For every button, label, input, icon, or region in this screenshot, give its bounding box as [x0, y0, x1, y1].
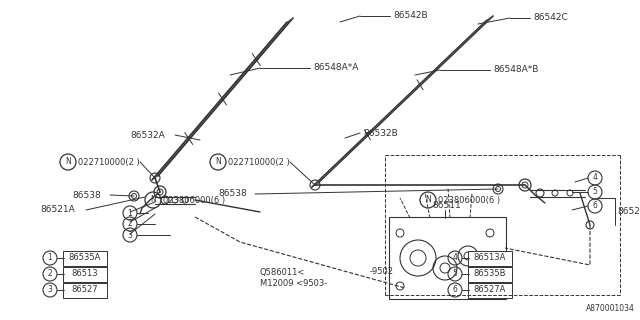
Text: 1: 1	[127, 209, 132, 218]
Text: 86521B: 86521B	[617, 207, 640, 217]
FancyBboxPatch shape	[389, 217, 506, 299]
FancyBboxPatch shape	[63, 267, 107, 282]
Text: 86532B: 86532B	[363, 129, 397, 138]
Text: N: N	[425, 196, 431, 204]
Text: 86521A: 86521A	[40, 205, 75, 214]
Polygon shape	[152, 17, 294, 180]
Text: 86538: 86538	[218, 189, 247, 198]
Text: 86538: 86538	[72, 190, 100, 199]
Text: 5: 5	[593, 188, 597, 196]
Text: N: N	[215, 157, 221, 166]
Text: 4: 4	[593, 173, 597, 182]
Text: 86532A: 86532A	[130, 131, 164, 140]
FancyBboxPatch shape	[468, 251, 512, 266]
Text: 3: 3	[47, 285, 52, 294]
Text: 023806000(6 ): 023806000(6 )	[163, 196, 225, 204]
Text: 2: 2	[47, 269, 52, 278]
FancyBboxPatch shape	[468, 267, 512, 282]
Text: 86513: 86513	[72, 269, 99, 278]
Text: 86527: 86527	[72, 285, 99, 294]
Text: 86527A: 86527A	[474, 285, 506, 294]
Text: 5: 5	[452, 269, 458, 278]
Text: M12009 <9503-: M12009 <9503-	[260, 278, 327, 287]
FancyBboxPatch shape	[63, 251, 107, 266]
Text: 022710000(2 ): 022710000(2 )	[78, 157, 140, 166]
Text: 6: 6	[593, 202, 597, 211]
FancyBboxPatch shape	[468, 283, 512, 298]
Text: 023806000(6 ): 023806000(6 )	[438, 196, 500, 204]
Text: 86548A*B: 86548A*B	[493, 66, 538, 75]
Text: 86511: 86511	[432, 202, 461, 211]
Text: 86513A: 86513A	[474, 253, 506, 262]
Text: 86535B: 86535B	[474, 269, 506, 278]
FancyBboxPatch shape	[63, 283, 107, 298]
Text: -9502: -9502	[370, 268, 394, 276]
Polygon shape	[312, 15, 494, 187]
Text: 022710000(2 ): 022710000(2 )	[228, 157, 290, 166]
Text: 4: 4	[452, 253, 458, 262]
Text: Q586011<: Q586011<	[260, 268, 305, 276]
Text: 86535A: 86535A	[69, 253, 101, 262]
Text: N: N	[65, 157, 71, 166]
Text: 2: 2	[127, 220, 132, 228]
Text: 6: 6	[452, 285, 458, 294]
Text: 86548A*A: 86548A*A	[313, 63, 358, 73]
Text: 86542B: 86542B	[393, 12, 428, 20]
Text: N: N	[150, 196, 156, 204]
Text: 1: 1	[47, 253, 52, 262]
Text: 3: 3	[127, 230, 132, 239]
Text: 86542C: 86542C	[533, 13, 568, 22]
Text: A870001034: A870001034	[586, 304, 635, 313]
